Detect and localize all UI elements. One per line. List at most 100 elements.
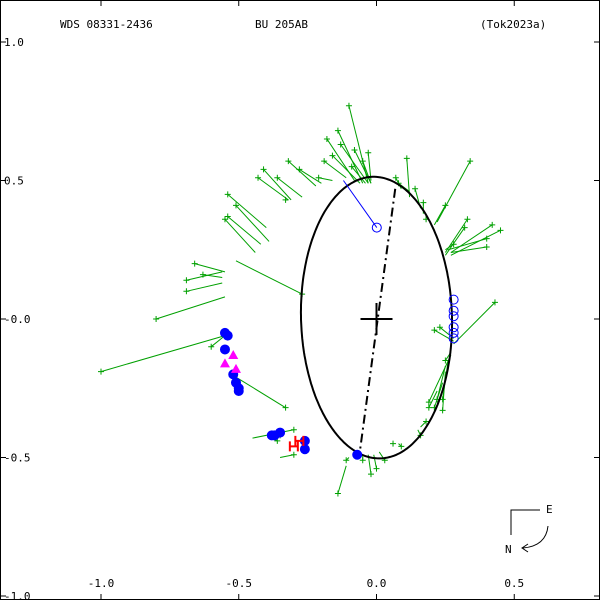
micrometric-point	[191, 260, 198, 267]
recent-measure-point	[294, 435, 305, 446]
micrometric-residual	[436, 160, 471, 223]
micrometric-residual	[227, 193, 267, 228]
micrometric-residual	[227, 216, 262, 245]
compass-east-label: E	[546, 503, 553, 516]
x-tick-label: 0.0	[367, 577, 387, 590]
micrometric-point	[285, 158, 292, 165]
speckle-filled-point	[269, 430, 280, 441]
micrometric-point	[367, 471, 374, 478]
y-tick-label: -1.0	[4, 590, 31, 600]
micrometric-residual	[277, 177, 303, 198]
open-point-residual	[343, 180, 378, 228]
micrometric-residual	[453, 302, 496, 345]
micrometric-point	[390, 440, 397, 447]
speckle-filled-point	[352, 449, 363, 460]
speckle-filled-point	[222, 330, 233, 341]
micrometric-point	[224, 191, 231, 198]
micrometric-point	[489, 221, 496, 228]
micrometric-point	[334, 490, 341, 497]
speckle-open-point	[448, 294, 459, 305]
speckle-series	[219, 180, 459, 460]
micrometric-point	[260, 166, 267, 173]
micrometric-residual	[263, 169, 292, 201]
micrometric-residual	[202, 274, 223, 278]
micrometric-point	[491, 299, 498, 306]
micrometric-point	[323, 135, 330, 142]
micrometric-point	[321, 158, 328, 165]
speckle-filled-point	[233, 386, 244, 397]
micrometric-point	[208, 343, 215, 350]
micrometric-point	[337, 141, 344, 148]
micrometric-point	[183, 288, 190, 295]
micrometric-point	[483, 235, 490, 242]
micrometric-residual	[224, 218, 256, 253]
micrometric-residual	[186, 282, 223, 292]
micrometric-point	[423, 418, 430, 425]
micrometric-residual	[367, 152, 372, 181]
micrometric-point	[497, 227, 504, 234]
micrometric-point	[224, 213, 231, 220]
speckle-open-point	[448, 322, 459, 333]
micrometric-point	[420, 199, 427, 206]
micrometric-point	[221, 216, 228, 223]
compass-arrowhead	[521, 543, 529, 553]
speckle-open-point	[448, 311, 459, 322]
micrometric-residual	[235, 376, 286, 409]
speckle-filled-point	[219, 344, 230, 355]
micrometric-residual	[362, 160, 372, 184]
primary-star-marker	[360, 303, 393, 335]
header-wds-id: WDS 08331-2436	[60, 18, 153, 31]
triangle-point	[228, 350, 239, 360]
micrometric-point	[439, 407, 446, 414]
micrometric-residual	[337, 465, 347, 494]
micrometric-point	[425, 404, 432, 411]
micrometric-residual	[323, 160, 347, 179]
micrometric-point	[274, 174, 281, 181]
micrometric-point	[343, 457, 350, 464]
micrometric-point	[153, 316, 160, 322]
micrometric-point	[315, 174, 322, 181]
compass-north-label: N	[505, 543, 512, 556]
micrometric-point	[255, 174, 262, 181]
micrometric-residual	[433, 205, 446, 226]
micrometric-point	[436, 324, 443, 331]
micrometric-residual	[326, 138, 355, 181]
header-reference: (Tok2023a)	[480, 18, 546, 31]
x-tick-label: -0.5	[226, 577, 253, 590]
micrometric-point	[398, 443, 405, 450]
micrometric-residual	[299, 168, 322, 184]
speckle-open-point	[448, 305, 459, 316]
micrometric-residual	[186, 271, 223, 281]
micrometric-point	[183, 277, 190, 284]
micrometric-point	[282, 196, 289, 203]
micrometric-point	[334, 127, 341, 134]
micrometric-point	[464, 216, 471, 223]
micrometric-residual	[428, 354, 452, 403]
micrometric-point	[483, 243, 490, 250]
micrometric-point	[431, 327, 438, 334]
recent-measure-point	[288, 441, 299, 452]
micrometric-residual	[395, 177, 402, 190]
micrometric-residual	[436, 365, 446, 400]
micrometric-residual	[332, 155, 361, 184]
y-tick-label: 1.0	[4, 36, 24, 49]
micrometric-point	[199, 271, 206, 278]
micrometric-residual	[257, 177, 289, 201]
x-tick-label: -1.0	[88, 577, 115, 590]
micrometric-residual	[450, 224, 493, 253]
micrometric-residual	[340, 144, 369, 184]
speckle-open-point	[448, 333, 459, 344]
micrometric-residual	[444, 227, 466, 256]
micrometric-point	[365, 149, 372, 156]
micrometric-residual	[235, 205, 270, 242]
micrometric-residual	[351, 166, 366, 184]
micrometric-point	[359, 457, 366, 464]
compass: E N	[505, 503, 553, 556]
micrometric-point	[392, 174, 399, 181]
micrometric-point	[351, 147, 358, 154]
header-designation: BU 205AB	[255, 18, 308, 31]
micrometric-point	[329, 152, 336, 159]
micrometric-point	[425, 399, 432, 406]
